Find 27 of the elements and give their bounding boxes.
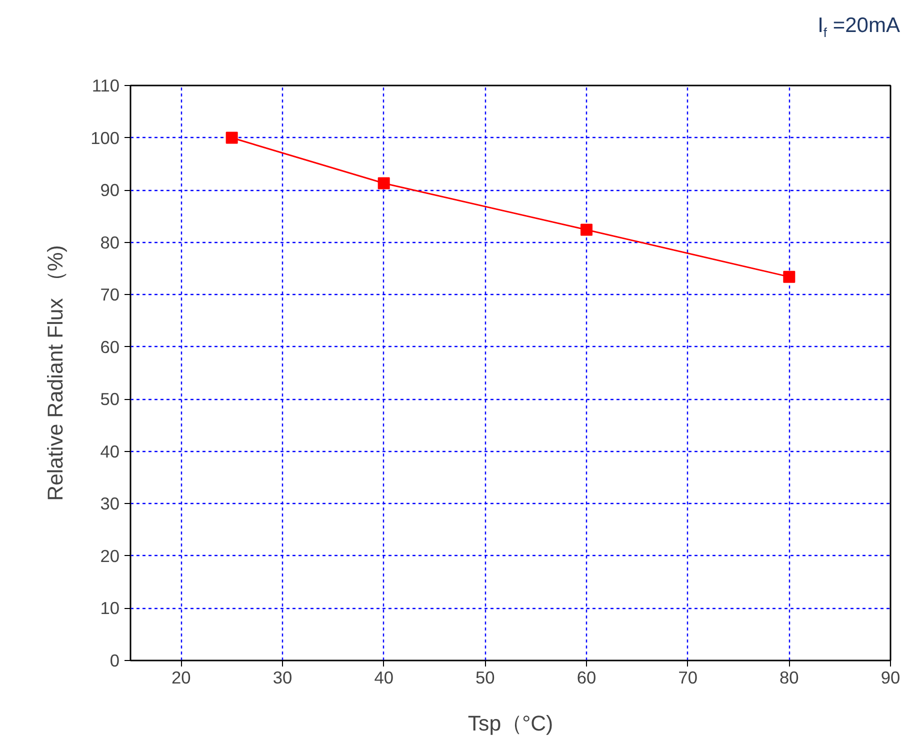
point [783,270,796,283]
y-tick-label: 80 [100,232,120,252]
y-tick-label: 60 [100,336,120,357]
y-axis-title: Relative Radiant Flux （%) [44,245,68,501]
x-axis-title: Tsp（°C) [468,712,554,736]
point [378,177,390,190]
y-tick-label: 30 [100,494,120,514]
x-tick-label: 70 [678,668,698,688]
x-tick-label: 80 [780,668,799,688]
x-tick-label: 60 [576,668,596,688]
y-tick-label: 50 [100,389,120,410]
y-tick-label: 70 [100,284,120,305]
point [580,224,592,236]
text: I$_{f}$ =20mA [818,13,900,42]
point [226,132,238,144]
y-tick-label: 100 [90,128,120,148]
y-tick-label: 90 [100,180,120,200]
y-tick-label: 10 [100,598,120,618]
x-tick-label: 40 [374,668,394,688]
y-tick-label: 40 [100,441,120,462]
x-tick-label: 30 [272,668,292,688]
x-tick-label: 50 [476,668,495,688]
x-tick-label: 90 [880,668,900,688]
y-tick-label: 110 [92,76,120,96]
y-tick-label: 20 [100,546,120,566]
x-tick-label: 20 [172,668,191,688]
y-tick-label: 0 [110,650,120,670]
